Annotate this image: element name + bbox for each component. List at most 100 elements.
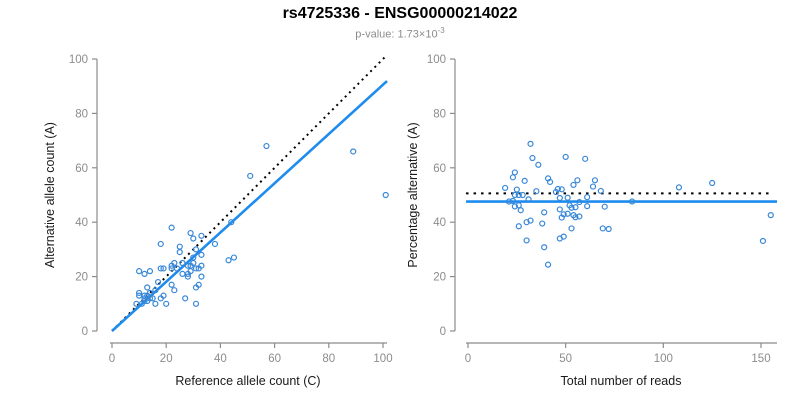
data-point	[584, 203, 591, 210]
data-point	[192, 246, 200, 253]
x-tick-label: 100	[654, 353, 673, 365]
y-axis-title: Alternative allele count (A)	[43, 122, 57, 268]
data-point	[160, 265, 167, 272]
plot-left: 0 20 40 60 80 100 0 20 40 60 80 100 Reference allele…	[43, 54, 393, 388]
y-tick-label: 20	[75, 272, 88, 284]
data-point	[599, 225, 606, 232]
x-tick-label: 0	[109, 353, 115, 365]
data-point	[574, 177, 581, 184]
data-point	[225, 257, 232, 264]
x-tick-label: 40	[214, 353, 227, 365]
data-point	[556, 235, 563, 242]
data-point	[163, 300, 170, 307]
data-point	[511, 169, 518, 176]
data-point	[556, 206, 563, 213]
data-point	[176, 249, 183, 256]
data-point	[533, 188, 540, 195]
data-point	[152, 300, 159, 307]
data-point	[192, 300, 200, 307]
data-point	[541, 244, 548, 251]
data-point	[192, 265, 200, 272]
data-point	[562, 153, 569, 161]
data-point	[502, 184, 509, 192]
identity-line	[111, 54, 388, 332]
y-tick-label: 100	[427, 54, 446, 66]
data-point	[176, 243, 183, 250]
y-tick-label: 40	[433, 217, 446, 229]
data-point	[182, 295, 189, 302]
data-point	[247, 172, 254, 180]
x-tick-label: 60	[268, 353, 281, 365]
data-point	[539, 220, 546, 227]
data-point	[179, 259, 186, 267]
data-point	[572, 214, 579, 221]
data-point	[513, 186, 520, 193]
x-axis-title: Total number of reads	[561, 374, 682, 388]
y-tick-label: 80	[75, 108, 88, 120]
data-point	[591, 177, 599, 184]
data-point	[136, 268, 143, 275]
data-point	[190, 254, 197, 261]
data-point	[350, 148, 357, 155]
figure-title: rs4725336 - ENSG00000214022	[282, 5, 518, 22]
data-point	[157, 295, 164, 302]
data-point	[566, 202, 573, 209]
x-tick-label: 100	[373, 353, 392, 365]
data-point	[228, 219, 235, 226]
data-point	[576, 198, 583, 206]
data-point	[515, 191, 522, 199]
data-point	[628, 198, 636, 205]
data-point	[157, 265, 164, 272]
data-point	[527, 140, 534, 147]
data-point	[144, 284, 151, 291]
data-point	[541, 209, 548, 216]
data-point	[141, 297, 148, 305]
data-point	[154, 278, 162, 286]
data-point	[168, 224, 175, 231]
data-point	[546, 178, 554, 186]
plot-right: 0 20 40 60 80 100 0 50 100 150 Total number of rea…	[406, 54, 778, 388]
data-point	[171, 287, 178, 294]
data-point	[192, 284, 200, 291]
data-point	[149, 295, 156, 302]
data-point	[187, 268, 194, 275]
data-point	[198, 262, 205, 269]
data-point	[535, 161, 542, 168]
data-point	[168, 262, 175, 269]
data-point	[529, 154, 536, 162]
data-point	[523, 219, 530, 226]
y-tick-label: 0	[440, 326, 446, 338]
data-point	[505, 198, 513, 205]
data-point	[198, 251, 205, 258]
data-point	[509, 197, 517, 205]
pvalue-text: p-value: 1.73×10	[355, 28, 438, 41]
data-point	[511, 191, 518, 199]
data-point	[597, 187, 604, 195]
data-point	[230, 254, 238, 261]
data-point	[157, 240, 164, 248]
pvalue-exponent: -3	[437, 26, 445, 35]
data-point	[141, 270, 148, 277]
data-point	[584, 194, 591, 201]
data-point	[198, 232, 205, 239]
fit-line	[111, 80, 388, 332]
pvalue-subtitle: p-value: 1.73×10-3	[0, 26, 800, 41]
data-point	[576, 213, 583, 220]
y-tick-label: 80	[433, 108, 446, 120]
data-point	[544, 261, 552, 268]
data-point	[198, 273, 205, 280]
y-tick-label: 60	[433, 163, 446, 175]
data-point	[552, 188, 560, 196]
data-point	[184, 273, 191, 280]
data-point	[146, 268, 154, 275]
data-point	[511, 203, 518, 210]
data-point	[179, 270, 186, 277]
data-point	[675, 184, 683, 191]
x-tick-label: 0	[465, 353, 471, 365]
data-point	[525, 196, 532, 203]
y-tick-label: 100	[69, 54, 88, 66]
data-point	[173, 265, 181, 272]
data-point	[709, 179, 716, 187]
data-point	[570, 181, 577, 189]
